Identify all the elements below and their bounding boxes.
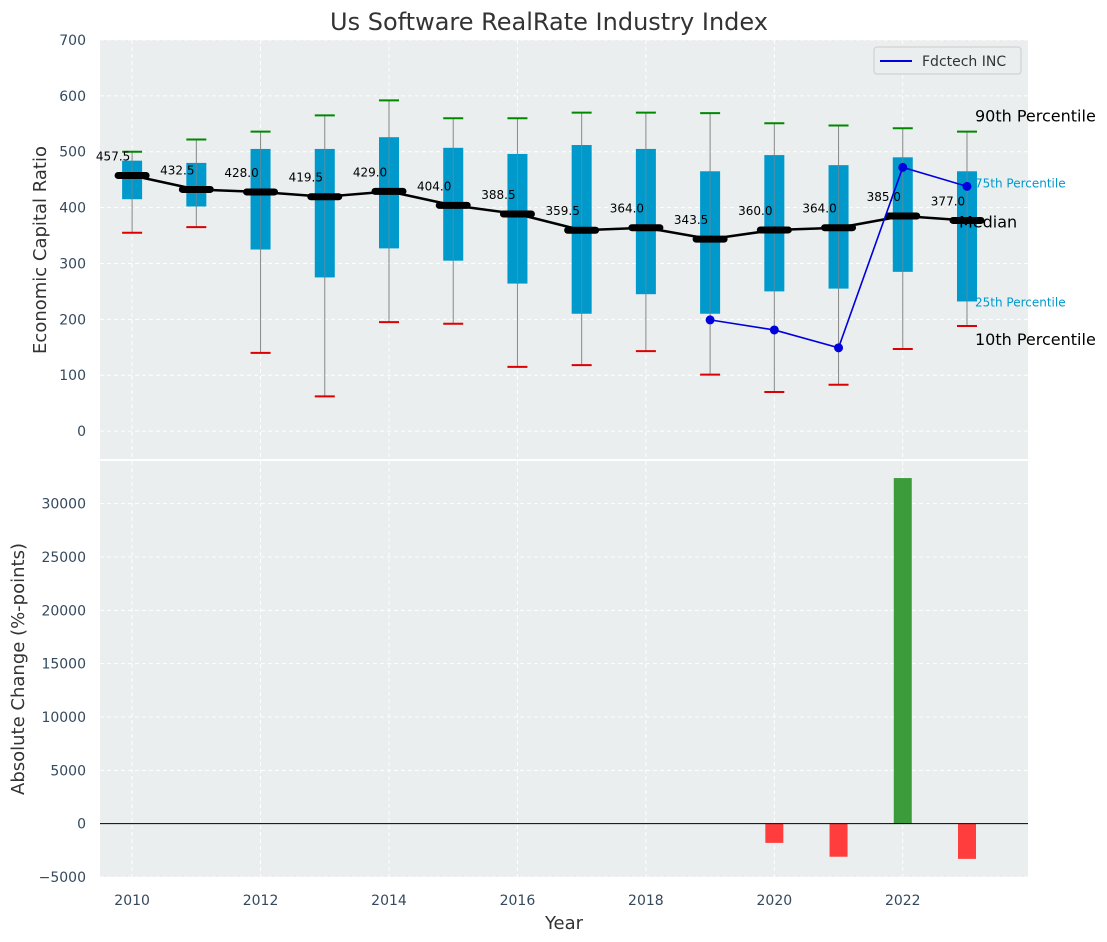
change-bar (957, 823, 976, 859)
company-point (834, 343, 844, 353)
change-bar (765, 823, 784, 843)
y-tick-label: 15000 (41, 657, 86, 673)
p25-annotation: 25th Percentile (975, 295, 1066, 309)
top-y-ticks: 0 100 200 300 400 500 600 700 (59, 33, 86, 440)
top-panel: 0 100 200 300 400 500 600 700 457.5 432.5 428.0 41… (30, 33, 1096, 459)
x-tick-label: 2018 (628, 893, 664, 909)
y-tick-label: 10000 (41, 710, 86, 726)
company-point (962, 181, 972, 191)
company-series-group (705, 162, 972, 353)
x-tick-label: 2010 (114, 893, 150, 909)
y-tick-label: 400 (59, 201, 86, 217)
company-point (769, 325, 779, 335)
y-tick-label: 100 (59, 368, 86, 384)
median-value-label: 385.0 (867, 190, 901, 204)
change-bar (829, 823, 848, 857)
p10-annotation: 10th Percentile (975, 330, 1096, 349)
median-line-group: 457.5 432.5 428.0 419.5 429.0 404.0 388.5 359.5… (96, 149, 985, 243)
median-value-label: 419.5 (289, 171, 323, 185)
legend: Fdctech INC (873, 46, 1022, 75)
y-tick-label: 20000 (41, 603, 86, 619)
median-value-label: 432.5 (160, 163, 194, 177)
p90-annotation: 90th Percentile (975, 107, 1096, 126)
change-bars (765, 478, 976, 859)
x-tick-label: 2014 (371, 893, 407, 909)
x-tick-label: 2016 (500, 893, 536, 909)
median-value-label: 360.0 (738, 204, 772, 218)
y-tick-label: 0 (77, 817, 86, 833)
legend-box (873, 46, 1022, 75)
y-tick-label: 300 (59, 256, 86, 272)
median-value-label: 364.0 (802, 202, 836, 216)
bottom-y-ticks: −5000 0 5000 10000 15000 20000 25000 30000 (39, 497, 86, 886)
x-tick-label: 2020 (757, 893, 793, 909)
median-value-label: 364.0 (610, 202, 644, 216)
x-tick-label: 2022 (885, 893, 921, 909)
x-axis-label: Year (544, 913, 584, 934)
median-value-label: 377.0 (931, 194, 965, 208)
top-plot-background (100, 40, 1028, 459)
change-bar (893, 478, 912, 824)
y-tick-label: 0 (77, 424, 86, 440)
y-tick-label: −5000 (39, 870, 86, 886)
median-annotation: Median (959, 212, 1017, 231)
y-tick-label: 200 (59, 312, 86, 328)
median-value-label: 429.0 (353, 165, 387, 179)
bottom-plot-background (100, 461, 1028, 877)
median-value-label: 359.5 (545, 204, 579, 218)
bottom-y-axis-label: Absolute Change (%-points) (8, 543, 29, 795)
median-value-label: 404.0 (417, 179, 451, 193)
bottom-panel: −5000 0 5000 10000 15000 20000 25000 30000 2010… (8, 461, 1028, 934)
company-point (705, 315, 715, 325)
y-tick-label: 30000 (41, 497, 86, 513)
median-value-label: 457.5 (96, 149, 130, 163)
x-ticks: 2010 2012 2014 2016 2018 2020 2022 (114, 893, 920, 909)
percentile-annotations: 90th Percentile 75th Percentile Median 25th… (959, 107, 1096, 349)
median-value-label: 388.5 (481, 188, 515, 202)
top-y-axis-label: Economic Capital Ratio (30, 146, 51, 354)
p75-annotation: 75th Percentile (975, 176, 1066, 190)
x-tick-label: 2012 (243, 893, 279, 909)
chart-title: Us Software RealRate Industry Index (330, 8, 768, 36)
y-tick-label: 500 (59, 145, 86, 161)
legend-label: Fdctech INC (922, 54, 1006, 70)
y-tick-label: 700 (59, 33, 86, 49)
company-point (898, 162, 908, 172)
y-tick-label: 600 (59, 89, 86, 105)
y-tick-label: 25000 (41, 550, 86, 566)
median-value-label: 428.0 (224, 166, 258, 180)
y-tick-label: 5000 (50, 763, 86, 779)
median-value-label: 343.5 (674, 213, 708, 227)
